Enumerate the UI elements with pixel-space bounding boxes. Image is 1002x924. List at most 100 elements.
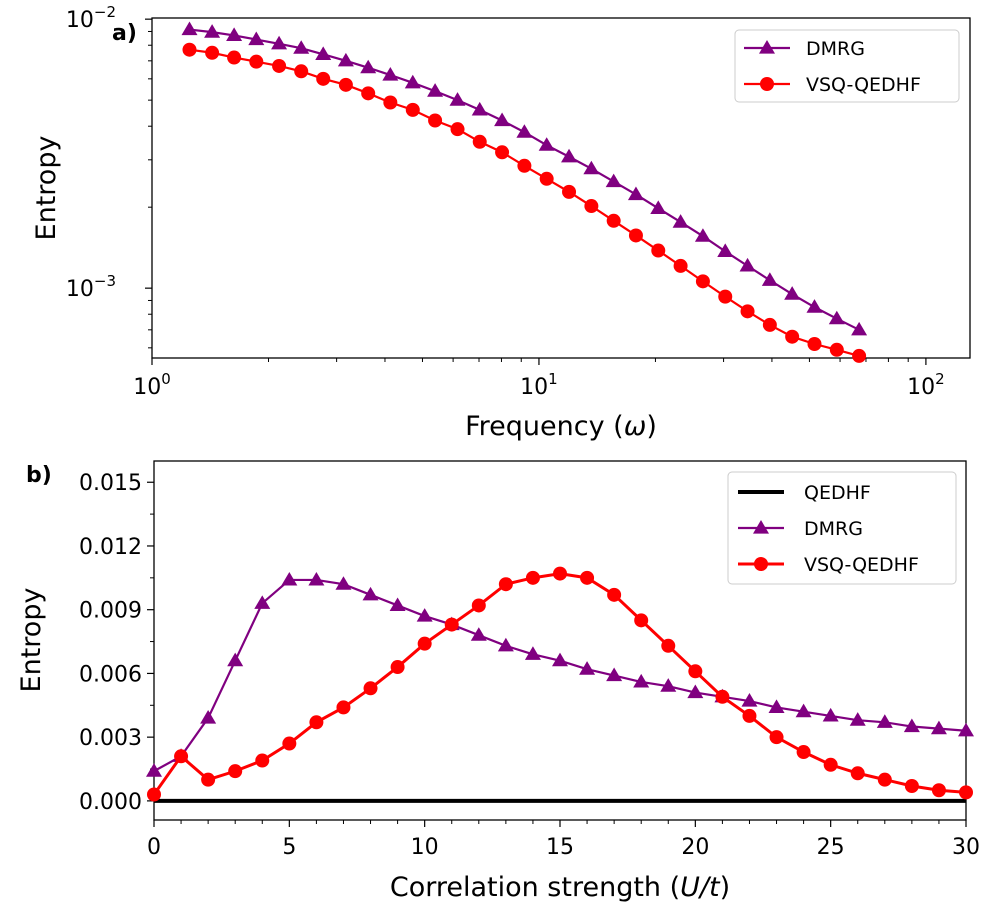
data-point-vsq-qedhf — [877, 772, 892, 787]
data-point-dmrg — [271, 35, 288, 50]
x-tick-label: 15 — [546, 835, 574, 860]
panel-a-frequency-chart: 100 101 102 10−3 10−2 a) Frequency (ω) Entr… — [31, 3, 971, 442]
data-point-dmrg — [606, 667, 623, 682]
data-point-dmrg — [633, 673, 650, 688]
panel-a-y-axis-label: Entropy — [31, 136, 62, 241]
data-point-dmrg — [768, 699, 785, 714]
data-point-dmrg — [552, 652, 568, 667]
panel-a-series — [181, 21, 868, 363]
data-point-dmrg — [717, 243, 734, 257]
data-point-dmrg — [579, 661, 596, 675]
legend-label-vsq-qedhf: VSQ-QEDHF — [804, 554, 919, 576]
panel-a-label: a) — [112, 21, 137, 46]
legend-marker-vsq-qedhf — [760, 77, 774, 91]
panel-b-x-axis: 0 5 10 15 20 25 30 — [147, 820, 980, 860]
data-point-dmrg — [335, 576, 352, 590]
data-point-vsq-qedhf — [472, 134, 487, 149]
x-tick-label: 30 — [952, 835, 980, 860]
panel-b-y-axis-label: Entropy — [16, 588, 47, 693]
data-point-dmrg — [583, 160, 600, 175]
data-point-dmrg — [416, 608, 433, 622]
data-point-dmrg — [362, 586, 379, 601]
legend-label-vsq-qedhf: VSQ-QEDHF — [806, 74, 921, 96]
data-point-vsq-qedhf — [405, 102, 420, 117]
data-point-vsq-qedhf — [823, 757, 838, 772]
data-point-dmrg — [739, 257, 756, 272]
y-tick-label: 10−3 — [66, 272, 116, 302]
data-point-vsq-qedhf — [931, 783, 946, 798]
data-point-vsq-qedhf — [255, 753, 270, 768]
data-point-vsq-qedhf — [850, 766, 865, 781]
data-point-dmrg — [404, 74, 421, 89]
x-tick-label: 0 — [147, 835, 161, 860]
data-point-dmrg — [605, 173, 622, 188]
data-point-dmrg — [903, 718, 920, 733]
y-tick-label: 0.012 — [79, 535, 142, 560]
data-point-vsq-qedhf — [634, 613, 649, 628]
data-point-dmrg — [254, 595, 271, 609]
data-point-vsq-qedhf — [228, 764, 243, 779]
data-point-vsq-qedhf — [525, 570, 540, 585]
y-tick-label: 0.003 — [79, 726, 142, 751]
data-point-dmrg — [828, 310, 845, 325]
data-point-vsq-qedhf — [584, 199, 599, 214]
data-point-dmrg — [524, 646, 541, 660]
data-point-vsq-qedhf — [769, 730, 784, 745]
legend-label-qedhf: QEDHF — [804, 482, 871, 504]
data-point-vsq-qedhf — [227, 50, 242, 65]
data-point-vsq-qedhf — [282, 736, 297, 751]
data-point-vsq-qedhf — [688, 664, 703, 679]
data-point-dmrg — [627, 186, 644, 201]
data-point-dmrg — [687, 684, 704, 699]
data-point-vsq-qedhf — [517, 158, 532, 173]
data-point-dmrg — [382, 67, 399, 81]
data-point-dmrg — [200, 710, 217, 724]
data-point-dmrg — [694, 228, 711, 242]
panel-b-x-axis-label: Correlation strength (U/t) — [390, 872, 730, 903]
x-tick-label: 100 — [133, 370, 171, 400]
data-point-vsq-qedhf — [606, 213, 621, 228]
data-point-vsq-qedhf — [959, 785, 973, 800]
data-point-vsq-qedhf — [673, 258, 688, 273]
data-point-vsq-qedhf — [852, 348, 867, 363]
data-point-vsq-qedhf — [718, 289, 733, 304]
y-tick-label: 0.000 — [79, 790, 142, 815]
data-point-dmrg — [226, 27, 243, 42]
data-point-dmrg — [204, 24, 221, 38]
data-point-vsq-qedhf — [444, 617, 459, 632]
legend-label-dmrg: DMRG — [806, 38, 865, 60]
data-point-vsq-qedhf — [495, 145, 510, 160]
legend-label-dmrg: DMRG — [804, 518, 863, 540]
data-point-vsq-qedhf — [361, 86, 376, 101]
data-point-dmrg — [538, 137, 555, 151]
data-point-vsq-qedhf — [294, 64, 309, 79]
data-point-vsq-qedhf — [201, 772, 216, 787]
data-point-dmrg — [389, 597, 406, 612]
series-line-dmrg — [153, 578, 967, 773]
data-point-vsq-qedhf — [205, 45, 220, 60]
panel-a-plot-frame — [151, 17, 971, 359]
data-point-dmrg — [761, 272, 778, 286]
data-point-dmrg — [650, 200, 667, 214]
data-point-dmrg — [308, 571, 325, 586]
panel-b-legend-box — [727, 471, 957, 585]
data-point-vsq-qedhf — [740, 304, 755, 319]
data-point-vsq-qedhf — [807, 337, 822, 352]
panel-b-legend: QEDHF DMRG VSQ-QEDHF — [727, 471, 957, 585]
data-point-vsq-qedhf — [450, 122, 465, 137]
data-point-dmrg — [741, 693, 758, 707]
data-point-vsq-qedhf — [562, 184, 577, 199]
data-point-vsq-qedhf — [498, 577, 513, 592]
data-point-dmrg — [315, 46, 332, 60]
data-point-vsq-qedhf — [553, 566, 567, 581]
data-point-vsq-qedhf — [695, 274, 710, 289]
x-tick-label: 101 — [520, 370, 558, 400]
data-point-dmrg — [930, 720, 947, 735]
y-tick-label: 0.006 — [79, 662, 142, 687]
data-point-dmrg — [784, 286, 801, 300]
data-point-dmrg — [360, 59, 377, 74]
data-point-dmrg — [822, 707, 839, 722]
data-point-dmrg — [672, 214, 689, 228]
panel-b-label: b) — [26, 463, 52, 488]
